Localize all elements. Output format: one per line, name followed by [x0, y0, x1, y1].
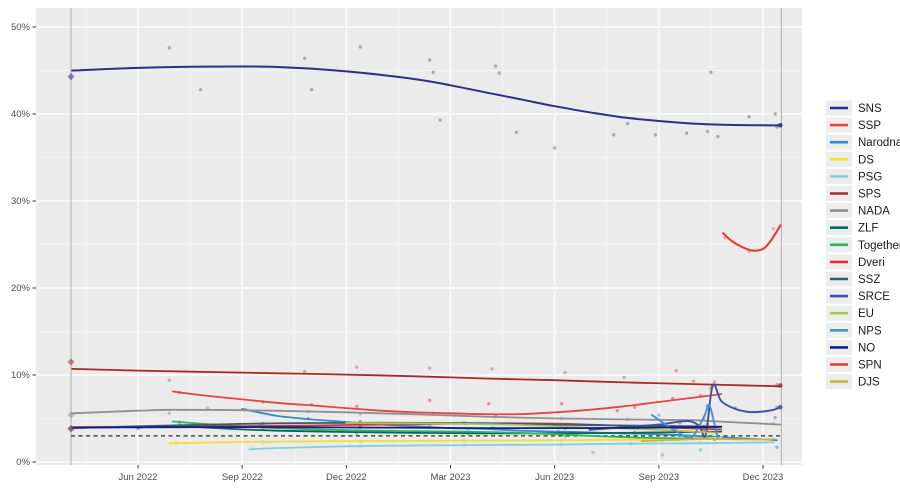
trend-SSP: [171, 390, 723, 416]
endpoint-dot-SRCE: [778, 404, 783, 410]
x-tick-label: Sep 2022: [222, 472, 263, 483]
trend-PSG: [248, 441, 775, 451]
legend-item-Dveri: Dveri: [826, 254, 885, 270]
legend-item-SNS: SNS: [826, 100, 882, 116]
legend-item-SSP: SSP: [826, 117, 881, 133]
legend-item-NPS: NPS: [826, 322, 882, 338]
legend-item-ZLF: ZLF: [826, 220, 878, 236]
legend-item-NADA: NADA: [826, 203, 890, 219]
legend-item-Narodna: Narodna: [826, 134, 900, 150]
legend-item-SPN: SPN: [826, 357, 882, 372]
trend-NO: [71, 425, 723, 429]
legend-label-SPS: SPS: [858, 189, 881, 201]
legend-label-Together: Together: [858, 240, 900, 252]
y-tick-label: 30%: [11, 196, 31, 207]
legend-label-SSP: SSP: [858, 120, 881, 132]
y-tick-label: 50%: [11, 22, 31, 33]
gridlines-major: [36, 8, 802, 465]
y-tick-label: 0%: [16, 457, 30, 468]
legend-label-PSG: PSG: [858, 171, 882, 183]
legend-label-ZLF: ZLF: [858, 223, 878, 235]
trend-NADA: [71, 408, 782, 426]
y-tick-label: 40%: [11, 109, 31, 120]
legend-label-SNS: SNS: [858, 103, 882, 115]
endpoint-dot-SNS: [778, 123, 783, 128]
legend-item-SSZ: SSZ: [826, 271, 880, 287]
trend-SPN: [722, 224, 782, 252]
trend-SNS: [71, 65, 782, 127]
legend-item-EU: EU: [826, 305, 874, 321]
legend: SNS SSP Narodna DS PSG SPS NADA ZLF Together Dver…: [826, 100, 900, 390]
trend-SRCE: [588, 383, 782, 438]
legend-item-PSG: PSG: [826, 168, 882, 184]
x-tick-label: Sep 2023: [638, 472, 679, 483]
legend-item-SRCE: SRCE: [826, 288, 890, 304]
legend-item-Together: Together: [826, 237, 900, 253]
y-tick-label: 20%: [11, 283, 31, 294]
election-result-diamond-NADA: [67, 411, 75, 419]
x-tick-label: Jun 2022: [118, 472, 157, 483]
trend-DJS: [640, 437, 775, 442]
points-SNS: [167, 45, 779, 150]
legend-label-SRCE: SRCE: [858, 291, 890, 303]
x-tick-label: Dec 2023: [743, 472, 784, 483]
legend-item-NO: NO: [826, 339, 875, 355]
trend-EU: [345, 422, 719, 434]
election-result-diamond-SPS: [67, 358, 75, 366]
endpoint-dot-SPS: [778, 383, 783, 388]
trend-SPS: [71, 368, 782, 388]
plot-panel: [36, 8, 802, 465]
election-result-diamond-SNS: [67, 72, 75, 81]
legend-label-Dveri: Dveri: [858, 257, 885, 269]
x-tick-label: Mar 2023: [430, 472, 470, 483]
y-tick-label: 10%: [11, 370, 31, 381]
legend-label-SSZ: SSZ: [858, 274, 880, 286]
legend-label-SPN: SPN: [858, 360, 882, 372]
election-result-diamond-SSZ: [67, 424, 75, 433]
trend-ZLF: [171, 424, 723, 435]
legend-label-DS: DS: [858, 154, 874, 166]
legend-label-NADA: NADA: [858, 206, 890, 218]
legend-label-EU: EU: [858, 308, 874, 320]
legend-label-DJS: DJS: [858, 377, 880, 389]
x-tick-label: Jun 2023: [535, 472, 574, 483]
y-axis: 0% 10% 20% 30% 40% 50%: [11, 22, 36, 468]
legend-item-DS: DS: [826, 151, 874, 167]
legend-item-DJS: DJS: [826, 374, 880, 390]
x-axis: Jun 2022 Sep 2022 Dec 2022 Mar 2023 Jun 2023…: [118, 465, 783, 483]
legend-item-SPS: SPS: [826, 186, 881, 201]
legend-label-Narodna: Narodna: [858, 137, 900, 149]
x-tick-label: Dec 2022: [326, 472, 367, 483]
legend-label-NPS: NPS: [858, 325, 882, 337]
gridlines-minor: [36, 8, 802, 465]
legend-label-NO: NO: [858, 342, 875, 354]
